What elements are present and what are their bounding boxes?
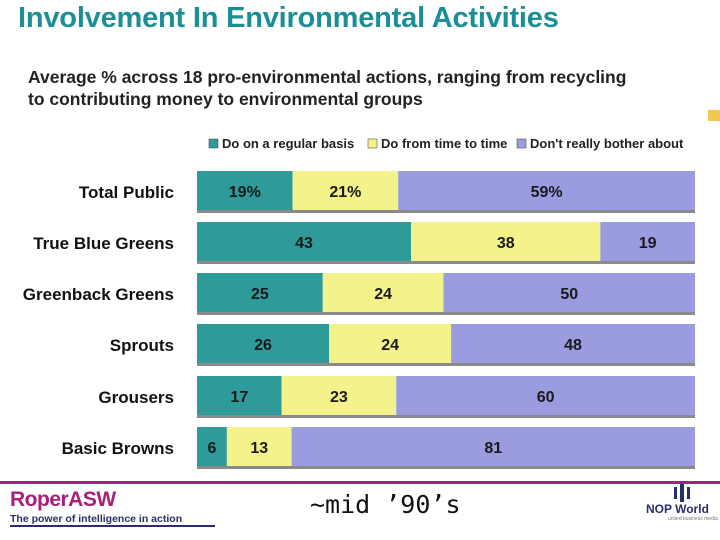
- bar-basic-browns-don-t-really-bother-about: [291, 427, 695, 466]
- bar-shadow-total-public: [197, 210, 695, 213]
- category-label-greenback-greens: Greenback Greens: [23, 285, 174, 304]
- legend-label-do-from-time-to-time: Do from time to time: [381, 136, 507, 151]
- roper-brand-name: RoperASW: [10, 488, 116, 511]
- data-label-sprouts-don-t-really-bother-about: 48: [564, 337, 582, 354]
- bar-shadow-greenback-greens: [197, 312, 695, 315]
- legend-label-do-on-a-regular-basis: Do on a regular basis: [222, 136, 354, 151]
- category-label-grousers: Grousers: [98, 388, 174, 407]
- data-label-true-blue-greens-do-from-time-to-time: 38: [497, 235, 515, 252]
- era-note: ~mid ’90’s: [310, 490, 461, 519]
- data-label-greenback-greens-don-t-really-bother-about: 50: [560, 286, 578, 303]
- bar-true-blue-greens-do-on-a-regular-basis: [197, 222, 412, 261]
- bar-true-blue-greens-do-from-time-to-time: [411, 222, 601, 261]
- bar-total-public-do-on-a-regular-basis: [197, 171, 293, 210]
- category-label-total-public: Total Public: [79, 183, 174, 202]
- roper-logo: RoperASW The power of intelligence in ac…: [10, 488, 182, 525]
- bar-shadow-true-blue-greens: [197, 261, 695, 264]
- chart-bars: 19% 21% 59% 43 38 19 25 24 50 26 24 48 17 23 60 6 13 81: [197, 171, 695, 469]
- category-label-true-blue-greens: True Blue Greens: [33, 234, 174, 253]
- data-label-basic-browns-do-from-time-to-time: 13: [250, 440, 268, 457]
- bar-grousers-do-on-a-regular-basis: [197, 376, 282, 415]
- data-label-greenback-greens-do-on-a-regular-basis: 25: [251, 286, 269, 303]
- nop-emblem-icon: [674, 484, 690, 502]
- bar-greenback-greens-don-t-really-bother-about: [443, 273, 695, 312]
- bar-grousers-don-t-really-bother-about: [396, 376, 695, 415]
- page-title: Involvement In Environmental Activities: [18, 2, 559, 34]
- category-label-sprouts: Sprouts: [110, 336, 174, 355]
- legend-label-don-t-really-bother-about: Don't really bother about: [530, 136, 684, 151]
- bar-sprouts-do-on-a-regular-basis: [197, 324, 330, 363]
- data-label-total-public-do-on-a-regular-basis: 19%: [229, 184, 261, 201]
- bar-greenback-greens-do-from-time-to-time: [322, 273, 444, 312]
- stacked-bar-chart: Do on a regular basis Do from time to tim…: [23, 136, 695, 469]
- data-label-total-public-do-from-time-to-time: 21%: [329, 184, 361, 201]
- data-label-sprouts-do-from-time-to-time: 24: [381, 337, 399, 354]
- data-label-true-blue-greens-don-t-really-bother-about: 19: [639, 235, 657, 252]
- data-label-basic-browns-do-on-a-regular-basis: 6: [207, 440, 216, 457]
- data-label-greenback-greens-do-from-time-to-time: 24: [374, 286, 392, 303]
- bar-true-blue-greens-don-t-really-bother-about: [600, 222, 695, 261]
- nop-brand-name: NOP World: [646, 502, 709, 516]
- data-label-grousers-do-from-time-to-time: 23: [330, 389, 348, 406]
- side-accent: [708, 110, 720, 121]
- data-label-grousers-don-t-really-bother-about: 60: [537, 389, 555, 406]
- nop-tagline: united business media: [668, 516, 718, 522]
- data-label-total-public-don-t-really-bother-about: 59%: [531, 184, 563, 201]
- bar-grousers-do-from-time-to-time: [281, 376, 397, 415]
- bar-shadow-basic-browns: [197, 466, 695, 469]
- nop-logo: NOP World united business media: [644, 484, 720, 522]
- roper-underline: [10, 525, 215, 527]
- bar-sprouts-do-from-time-to-time: [329, 324, 452, 363]
- data-label-true-blue-greens-do-on-a-regular-basis: 43: [295, 235, 313, 252]
- category-labels: Total Public True Blue Greens Greenback Gr…: [23, 183, 174, 458]
- chart-legend: Do on a regular basis Do from time to tim…: [208, 136, 684, 151]
- legend-swatch-do-on-a-regular-basis: [208, 138, 219, 149]
- chart-subtitle: Average % across 18 pro-environmental ac…: [28, 67, 627, 109]
- bar-shadow-grousers: [197, 415, 695, 418]
- footer-divider: [0, 481, 720, 484]
- legend-swatch-do-from-time-to-time: [367, 138, 378, 149]
- bar-basic-browns-do-from-time-to-time: [226, 427, 292, 466]
- bar-basic-browns-do-on-a-regular-basis: [197, 427, 227, 466]
- category-label-basic-browns: Basic Browns: [62, 439, 174, 458]
- data-label-sprouts-do-on-a-regular-basis: 26: [254, 337, 272, 354]
- data-label-grousers-do-on-a-regular-basis: 17: [230, 389, 248, 406]
- bar-shadow-sprouts: [197, 363, 695, 366]
- data-label-basic-browns-don-t-really-bother-about: 81: [484, 440, 502, 457]
- bar-greenback-greens-do-on-a-regular-basis: [197, 273, 323, 312]
- bar-sprouts-don-t-really-bother-about: [451, 324, 695, 363]
- bar-total-public-don-t-really-bother-about: [398, 171, 695, 210]
- roper-tagline: The power of intelligence in action: [10, 513, 183, 525]
- legend-swatch-don-t-really-bother-about: [516, 138, 527, 149]
- bar-total-public-do-from-time-to-time: [292, 171, 399, 210]
